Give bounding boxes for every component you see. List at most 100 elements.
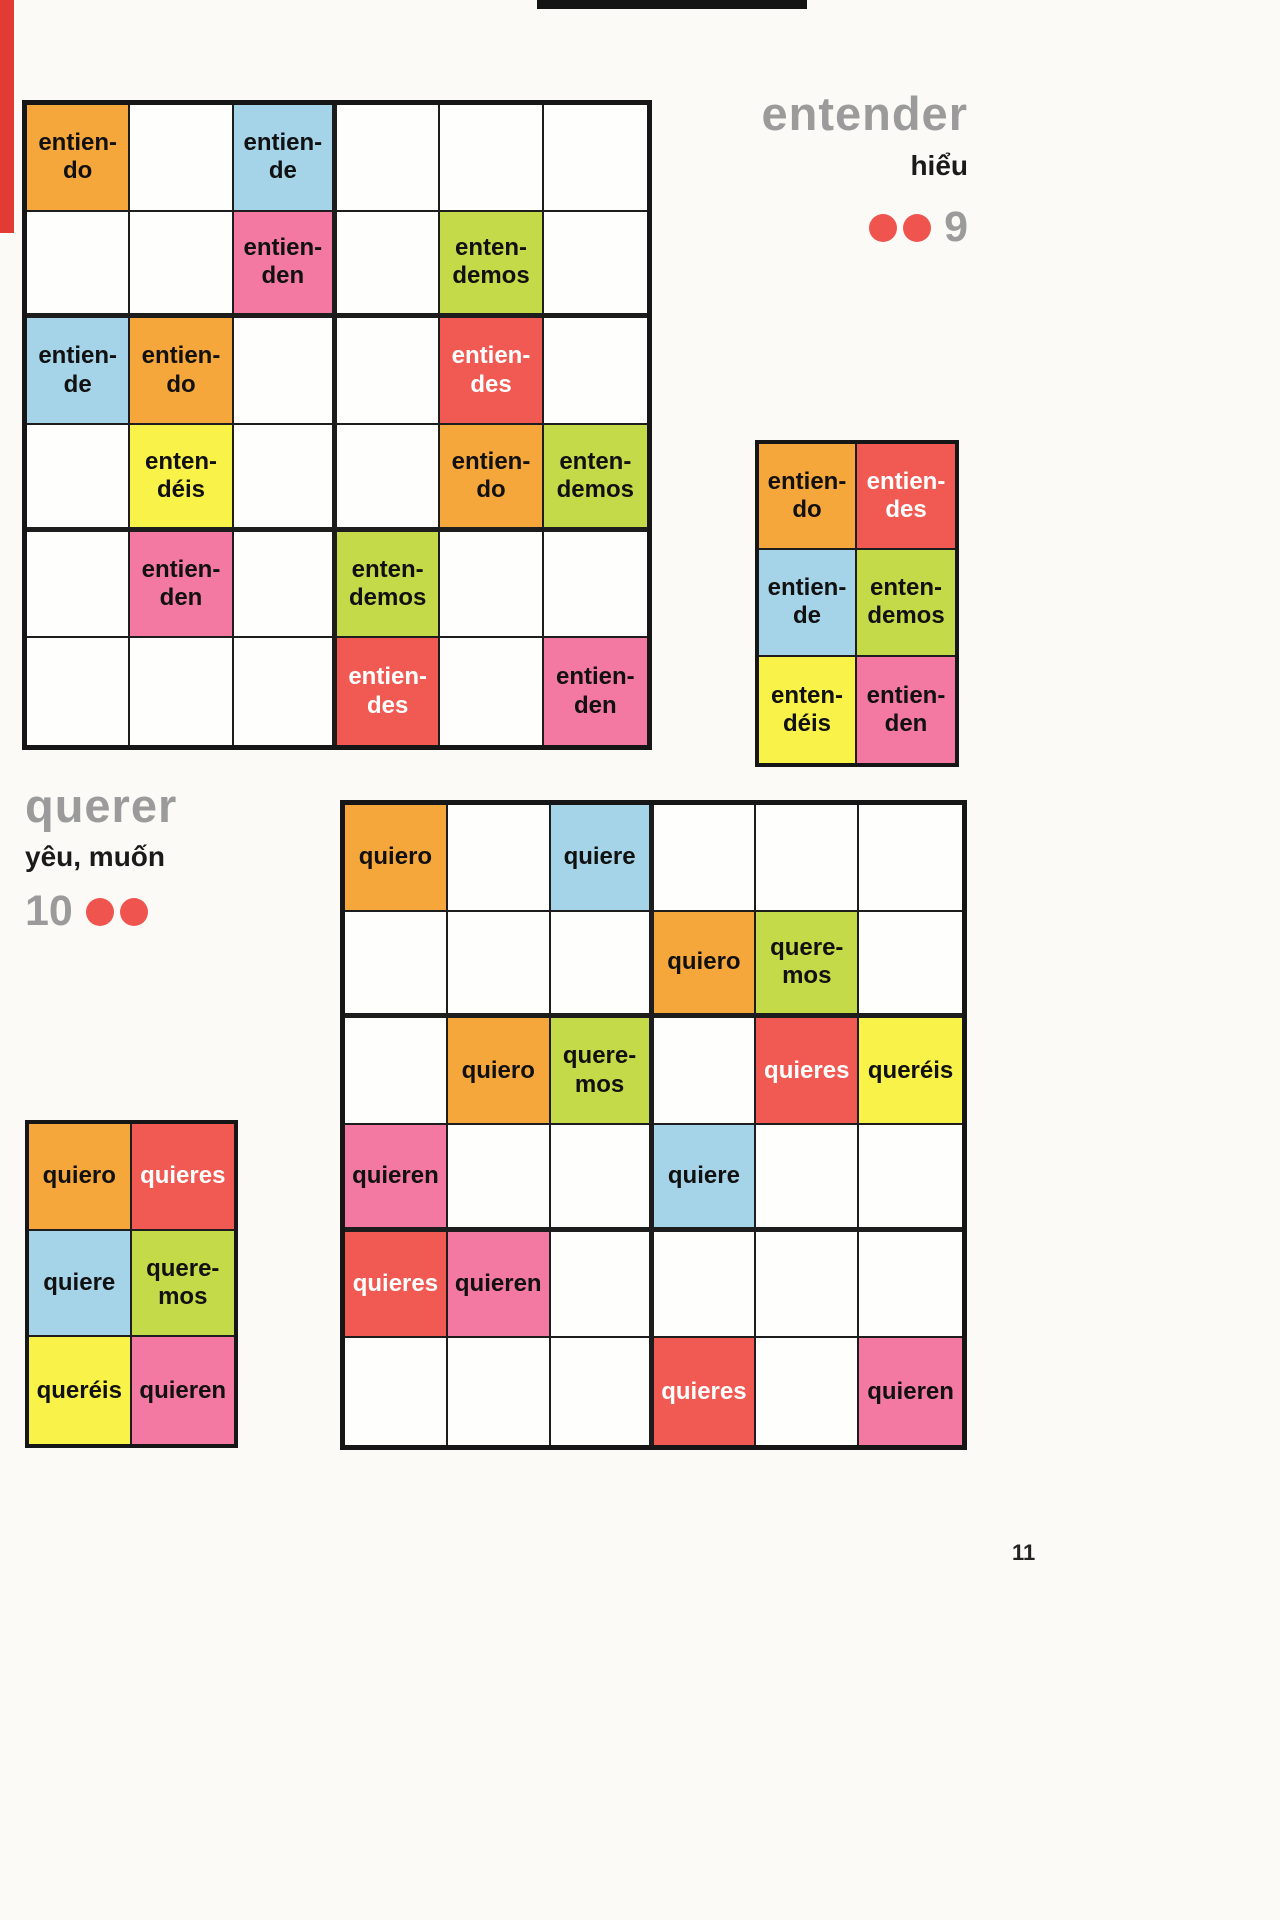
grid-cell-empty xyxy=(345,911,448,1019)
grid-cell-empty xyxy=(233,318,337,425)
grid-cell-empty xyxy=(859,912,962,1019)
grid-cell-filled: quieren xyxy=(131,1337,234,1444)
grid-cell-filled: quiere xyxy=(550,805,654,912)
entender-puzzle-grid: entien- do entien- de entien- den enten- de… xyxy=(22,100,652,750)
grid-cell-filled: quiero xyxy=(345,805,448,912)
puzzle-meta-entender: 9 xyxy=(869,206,968,249)
grid-cell-empty xyxy=(234,638,337,745)
grid-cell-empty xyxy=(551,1338,654,1445)
grid-cell-filled: entien- do xyxy=(440,424,544,532)
grid-cell-empty xyxy=(337,211,441,319)
puzzle-number: 10 xyxy=(25,887,73,935)
grid-cell-empty xyxy=(756,1124,860,1232)
grid-cell-empty xyxy=(550,1124,654,1232)
grid-cell-filled: quiero xyxy=(653,911,757,1019)
grid-cell-empty xyxy=(27,424,131,532)
grid-cell-empty xyxy=(653,805,757,912)
scan-artifact-top-bar xyxy=(537,0,807,9)
grid-cell-empty xyxy=(447,1124,551,1232)
grid-cell-empty xyxy=(27,211,131,319)
grid-cell-filled: quieres xyxy=(345,1231,448,1339)
grid-cell-empty xyxy=(440,638,544,745)
puzzle-title-entender: entender xyxy=(761,87,968,140)
difficulty-dots xyxy=(869,213,932,242)
grid-cell-filled: entien- des xyxy=(440,318,544,425)
grid-cell-empty xyxy=(337,318,441,425)
grid-cell-filled: quieren xyxy=(859,1338,962,1445)
grid-cell-filled: quiere xyxy=(29,1230,132,1338)
grid-cell-filled: quieres xyxy=(653,1338,757,1445)
grid-cell-empty xyxy=(756,1231,860,1339)
grid-cell-filled: entien- den xyxy=(130,531,234,639)
grid-cell-filled: entien- den xyxy=(543,638,647,745)
grid-cell-filled: entien- den xyxy=(233,211,337,319)
grid-cell-filled: entien- de xyxy=(27,318,131,425)
grid-cell-empty xyxy=(543,212,647,319)
grid-cell-empty xyxy=(345,1338,448,1445)
grid-cell-empty xyxy=(440,531,544,639)
grid-cell-empty xyxy=(859,1232,962,1339)
grid-cell-filled: quieres xyxy=(756,1018,860,1125)
grid-cell-empty xyxy=(130,211,234,319)
grid-cell-filled: quiero xyxy=(447,1018,551,1125)
grid-cell-filled: quieren xyxy=(447,1231,551,1339)
grid-cell-empty xyxy=(550,1231,654,1339)
querer-legend-grid: quiero quieres quiere quere- mos queréis quie… xyxy=(25,1120,238,1448)
grid-cell-filled: queréis xyxy=(29,1337,132,1444)
grid-cell-empty xyxy=(337,424,441,532)
grid-cell-empty xyxy=(345,1018,448,1125)
grid-cell-filled: quere- mos xyxy=(756,911,860,1019)
grid-cell-empty xyxy=(543,318,647,425)
grid-cell-empty xyxy=(653,1231,757,1339)
grid-cell-empty xyxy=(550,911,654,1019)
grid-cell-empty xyxy=(337,105,441,212)
grid-cell-empty xyxy=(543,105,647,212)
grid-cell-filled: quieren xyxy=(345,1124,448,1232)
grid-cell-empty xyxy=(130,638,234,745)
grid-cell-filled: enten- demos xyxy=(857,550,955,657)
grid-cell-filled: quieres xyxy=(131,1124,234,1231)
puzzle-translation-entender: hiểu xyxy=(910,150,968,181)
difficulty-dot-icon xyxy=(903,213,932,242)
grid-cell-empty xyxy=(756,1338,860,1445)
grid-cell-filled: enten- déis xyxy=(130,424,234,532)
grid-cell-filled: quiero xyxy=(29,1124,132,1231)
puzzle-title-querer: querer xyxy=(25,779,178,832)
grid-cell-filled: quere- mos xyxy=(131,1230,234,1338)
grid-cell-filled: entien- de xyxy=(759,550,857,657)
puzzle-translation-querer: yêu, muốn xyxy=(25,841,166,872)
querer-puzzle-grid: quiero quiere quiero quere- mos quiero quere-… xyxy=(340,800,967,1450)
grid-cell-empty xyxy=(233,531,337,639)
grid-cell-empty xyxy=(859,1125,962,1232)
puzzle-number: 9 xyxy=(944,203,968,251)
grid-cell-filled: enten- demos xyxy=(543,424,647,532)
entender-legend-grid: entien- do entien- des entien- de enten- de… xyxy=(755,440,959,767)
difficulty-dot-icon xyxy=(85,897,114,926)
grid-cell-filled: enten- demos xyxy=(440,211,544,319)
grid-cell-filled: entien- den xyxy=(857,656,955,763)
grid-cell-empty xyxy=(447,805,551,912)
grid-cell-empty xyxy=(130,105,234,212)
puzzle-meta-querer: 10 xyxy=(25,890,148,933)
grid-cell-filled: entien- do xyxy=(759,444,857,551)
grid-cell-empty xyxy=(27,531,131,639)
difficulty-dot-icon xyxy=(119,897,148,926)
grid-cell-filled: entien- de xyxy=(233,105,337,212)
grid-cell-empty xyxy=(653,1018,757,1125)
grid-cell-filled: entien- do xyxy=(27,105,131,212)
grid-cell-empty xyxy=(859,805,962,912)
difficulty-dot-icon xyxy=(869,213,898,242)
page-number: 11 xyxy=(1012,1540,1036,1565)
grid-cell-filled: enten- déis xyxy=(759,656,857,763)
grid-cell-filled: enten- demos xyxy=(337,531,441,639)
grid-cell-empty xyxy=(756,805,860,912)
grid-cell-empty xyxy=(27,638,131,745)
grid-cell-filled: queréis xyxy=(859,1018,962,1125)
difficulty-dots xyxy=(85,897,148,926)
grid-cell-empty xyxy=(233,424,337,532)
grid-cell-empty xyxy=(447,911,551,1019)
grid-cell-filled: quere- mos xyxy=(550,1018,654,1125)
grid-cell-empty xyxy=(543,532,647,639)
grid-cell-filled: entien- des xyxy=(857,444,955,551)
